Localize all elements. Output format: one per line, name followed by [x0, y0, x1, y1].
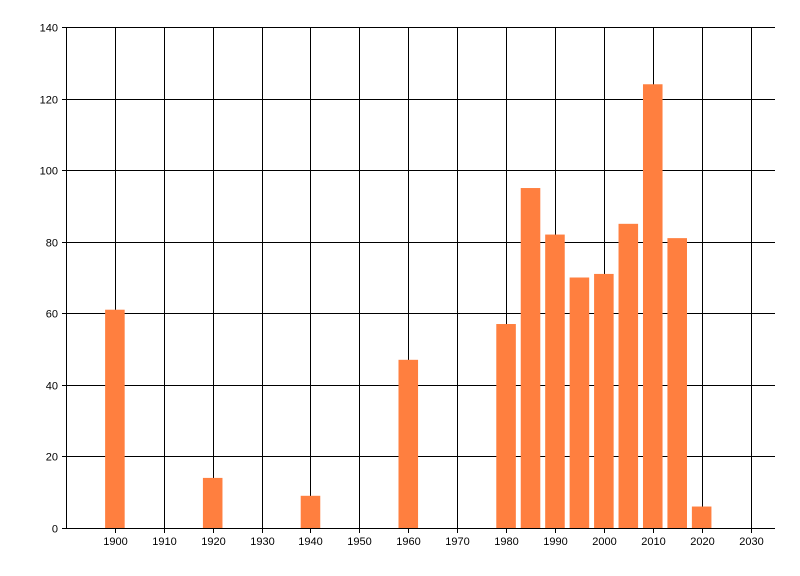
x-tick-label-1950: 1950 — [347, 536, 371, 548]
bar-2000 — [594, 273, 614, 528]
x-tick-label-1970: 1970 — [445, 536, 469, 548]
x-tick-label-2030: 2030 — [739, 536, 763, 548]
y-tick-label-0: 0 — [52, 524, 58, 536]
y-tick-label-120: 120 — [40, 95, 58, 107]
x-tick-label-2010: 2010 — [641, 536, 665, 548]
x-tick-label-1960: 1960 — [396, 536, 420, 548]
x-tick-label-1930: 1930 — [250, 536, 274, 548]
bar-1940 — [300, 495, 321, 528]
bar-1990 — [545, 234, 565, 529]
bar-2015 — [667, 238, 687, 528]
x-tick-label-1990: 1990 — [543, 536, 567, 548]
x-tick-label-1900: 1900 — [103, 536, 127, 548]
y-tick-label-20: 20 — [46, 452, 58, 464]
x-tick-label-1910: 1910 — [152, 536, 176, 548]
axes — [66, 27, 775, 529]
y-tick-label-140: 140 — [40, 23, 58, 35]
bar-1980 — [496, 324, 516, 528]
x-tick-label-2020: 2020 — [690, 536, 714, 548]
tick-labels: 0 20 40 60 80 100 120 140 1900 1910 1920 1930 1940 19… — [40, 23, 764, 549]
y-tick-label-60: 60 — [46, 309, 58, 321]
x-tick-label-1920: 1920 — [201, 536, 225, 548]
bar-2020 — [691, 506, 712, 528]
x-tick-label-1980: 1980 — [494, 536, 518, 548]
bar-1985 — [520, 188, 541, 529]
x-tick-label-1940: 1940 — [298, 536, 322, 548]
bar-1960 — [398, 359, 419, 528]
bar-1995 — [569, 277, 590, 528]
bar-1920 — [202, 477, 223, 528]
bar-2005 — [618, 223, 639, 529]
y-tick-label-100: 100 — [40, 166, 58, 178]
bar-1900 — [105, 309, 125, 528]
y-tick-label-80: 80 — [46, 238, 58, 250]
y-tick-label-40: 40 — [46, 381, 58, 393]
bar-2010 — [642, 84, 663, 528]
x-tick-label-2000: 2000 — [592, 536, 616, 548]
bars — [105, 84, 712, 529]
